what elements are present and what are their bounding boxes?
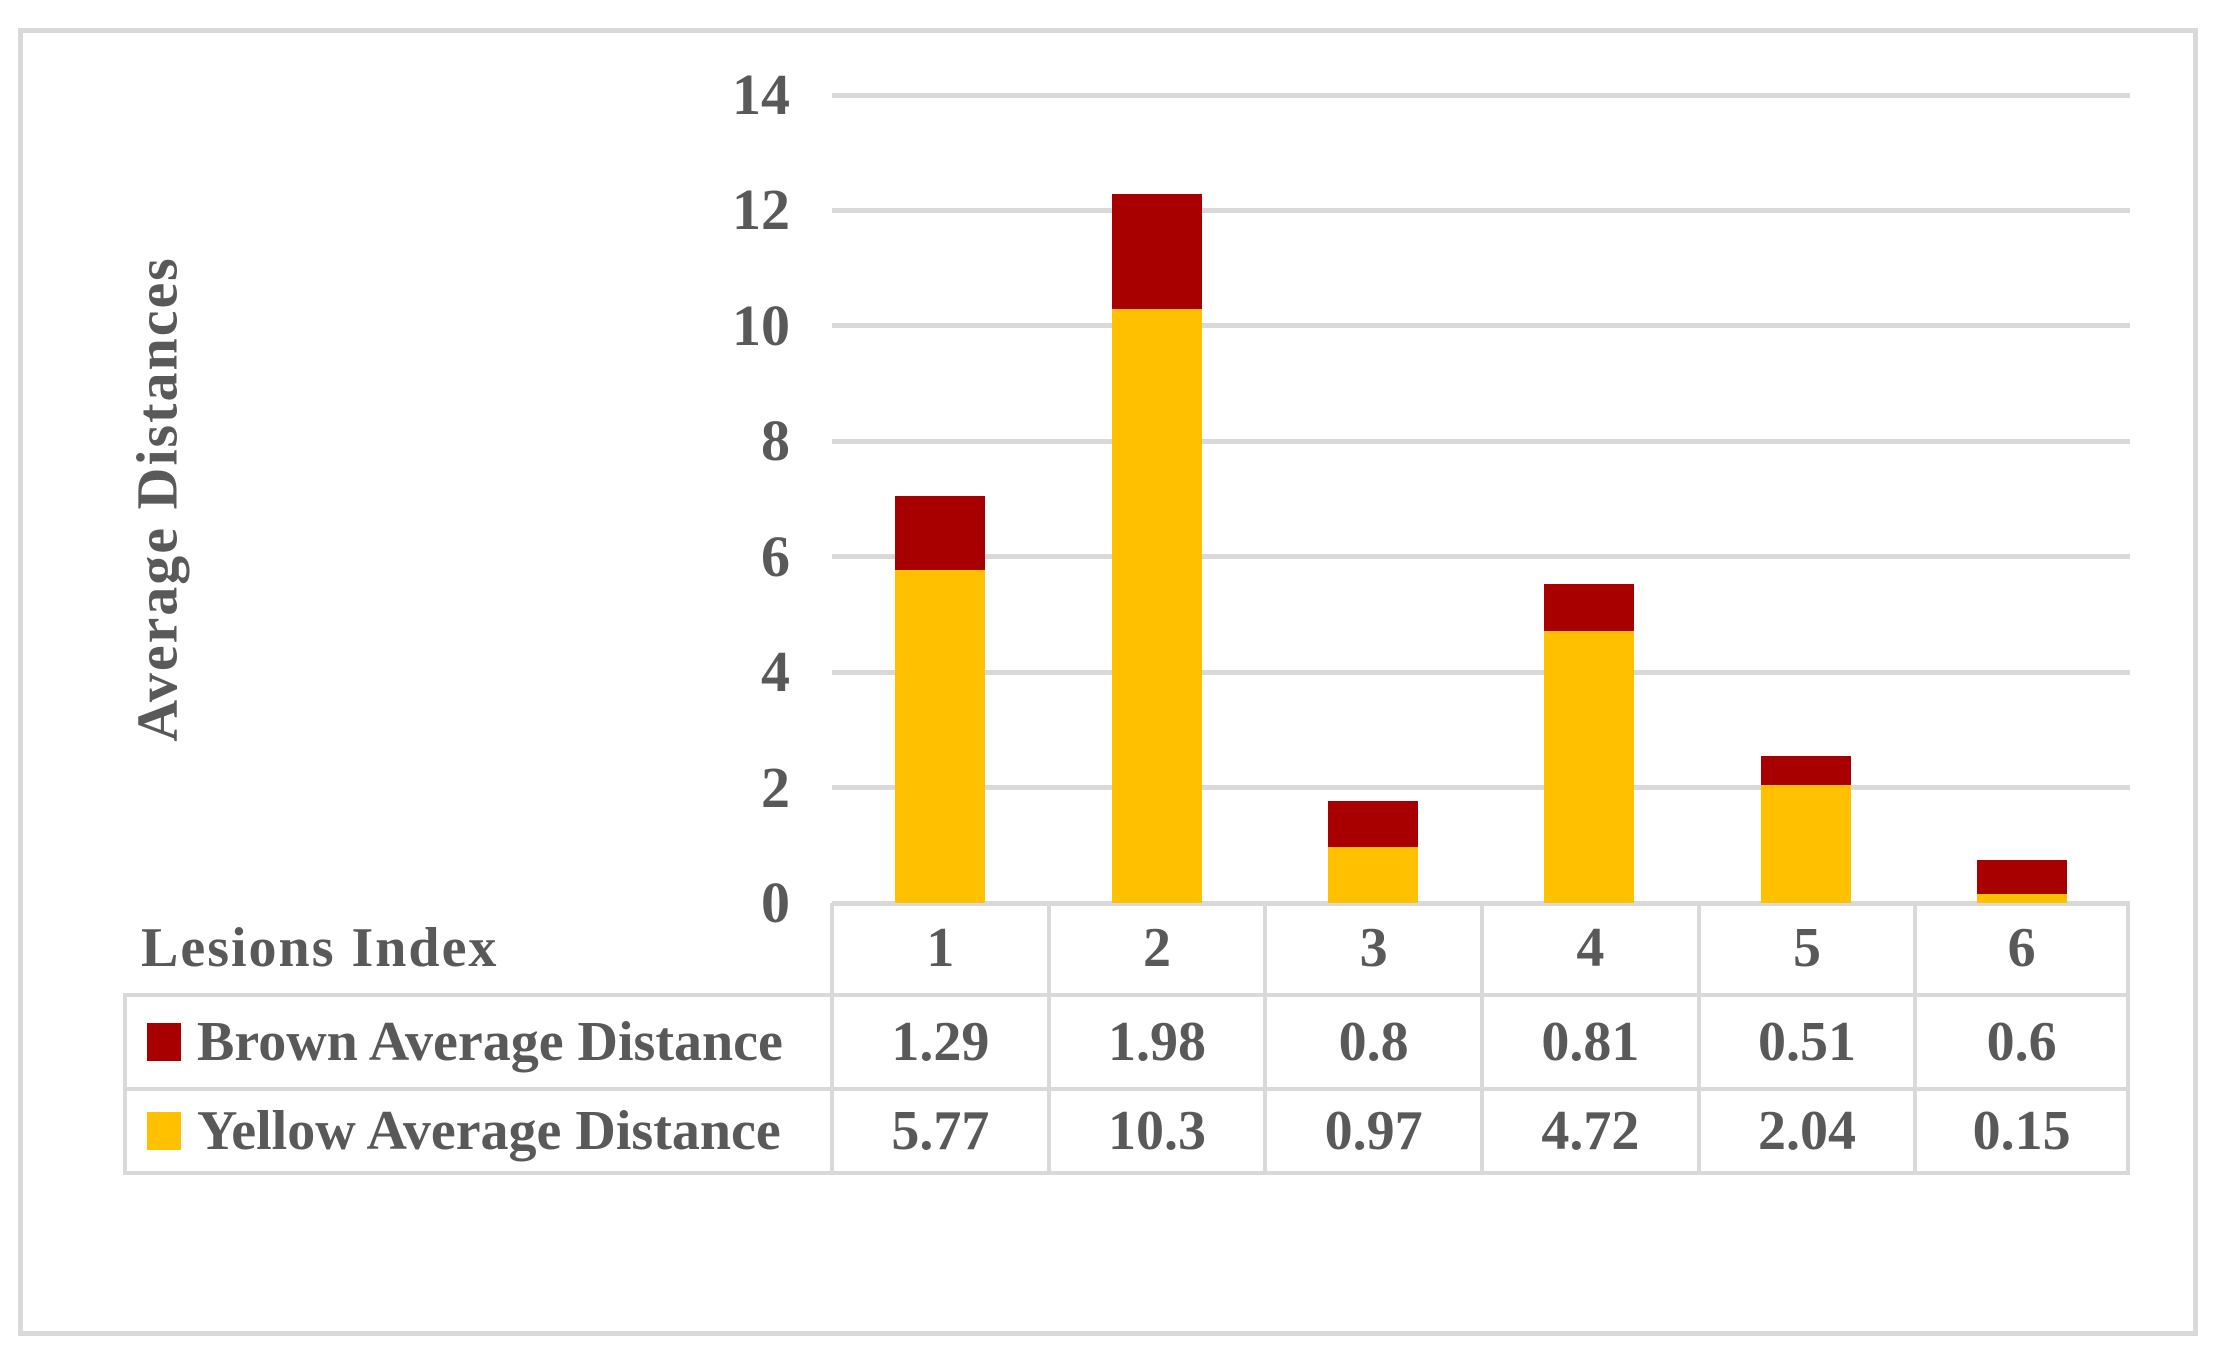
y-gridline [832,438,2130,444]
table-header-cell: 3 [1263,903,1480,993]
x-axis-title: Lesions Index [141,917,499,979]
y-tick-label: 4 [761,639,790,705]
table-header-cell: 2 [1046,903,1264,993]
bar-segment-brown-cat6 [1976,859,2067,895]
value-cell: 10.3 [1046,1087,1264,1175]
y-tick-label: 10 [732,292,790,358]
chart-outer-frame [18,28,2198,1336]
bar-segment-brown-cat2 [1111,194,1202,309]
bar-segment-yellow-cat2 [1111,308,1202,903]
y-tick-label: 6 [761,523,790,589]
y-gridline [832,669,2130,675]
value-cell: 0.81 [1480,993,1697,1087]
legend-cell: Yellow Average Distance [123,1087,830,1175]
series-name: Yellow Average Distance [197,1100,781,1162]
y-tick-label: 12 [732,177,790,243]
value-cell: 1.29 [830,993,1047,1087]
y-tick-label: 0 [761,870,790,935]
y-gridline [832,554,2130,560]
y-gridline [832,92,2130,98]
bar-segment-brown-cat5 [1760,755,1851,786]
x-axis-title-cell: Lesions Index [123,903,830,993]
bar-segment-brown-cat4 [1544,583,1635,631]
y-tick-label: 8 [761,408,790,474]
y-gridline [832,207,2130,213]
legend-cell: Brown Average Distance [123,993,830,1087]
bar-segment-brown-cat1 [895,495,986,570]
y-tick-label: 2 [761,754,790,820]
bar-segment-yellow-cat1 [895,569,986,903]
y-axis-title: Average Distances [124,256,190,742]
value-cell: 5.77 [830,1087,1047,1175]
bar-segment-brown-cat3 [1327,800,1418,847]
bar-segment-yellow-cat5 [1760,785,1851,903]
bar-segment-yellow-cat6 [1976,894,2067,903]
legend-swatch-yellow [147,1112,181,1150]
table-header-cell: 1 [830,903,1047,993]
y-gridline [832,785,2130,791]
value-cell: 0.51 [1696,993,1914,1087]
y-gridline [832,323,2130,329]
series-name: Brown Average Distance [197,1011,783,1073]
value-cell: 0.15 [1913,1087,2130,1175]
table-header-cell: 5 [1696,903,1914,993]
value-cell: 0.6 [1913,993,2130,1087]
value-cell: 2.04 [1696,1087,1914,1175]
table-header-cell: 4 [1480,903,1697,993]
value-cell: 4.72 [1480,1087,1697,1175]
y-tick-label: 14 [732,62,790,127]
table-header-cell: 6 [1913,903,2130,993]
bar-segment-yellow-cat4 [1544,630,1635,903]
value-cell: 1.98 [1046,993,1264,1087]
bar-segment-yellow-cat3 [1327,847,1418,903]
legend-swatch-brown [147,1023,181,1061]
data-table: Lesions Index 1 2 3 4 5 6 Brown Average Distanc… [123,903,2130,1175]
value-cell: 0.8 [1263,993,1480,1087]
value-cell: 0.97 [1263,1087,1480,1175]
